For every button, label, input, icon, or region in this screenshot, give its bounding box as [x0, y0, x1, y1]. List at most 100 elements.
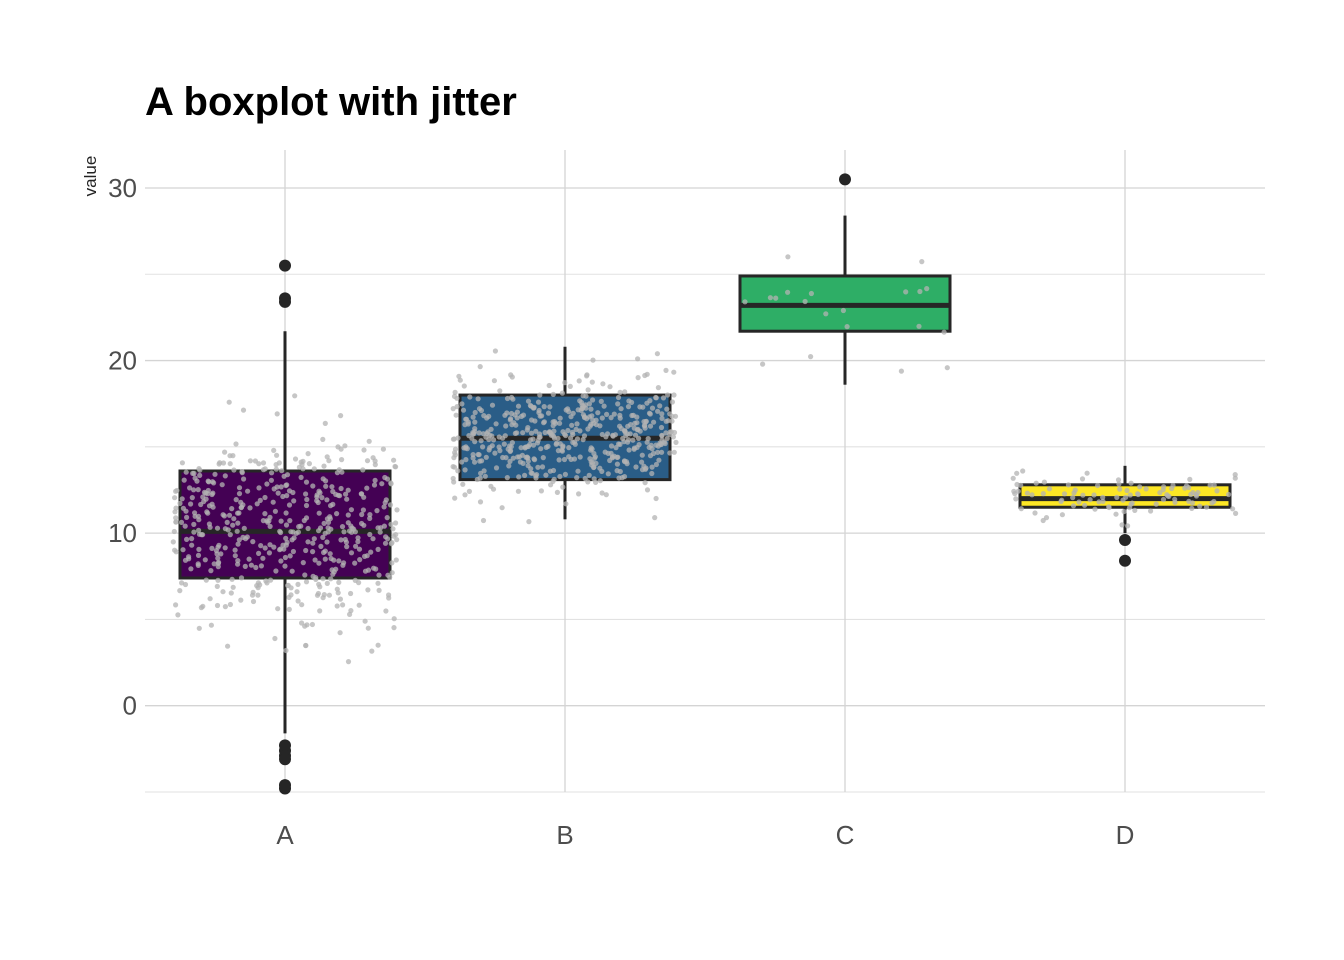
jitter-point [474, 476, 480, 483]
jitter-point [222, 473, 228, 479]
jitter-point [214, 583, 220, 590]
chart-title: A boxplot with jitter [145, 80, 517, 124]
jitter-point [298, 474, 304, 480]
jitter-point [532, 457, 538, 463]
jitter-point [392, 463, 398, 470]
jitter-point [264, 580, 270, 586]
jitter-point [327, 551, 333, 557]
jitter-point [563, 501, 569, 507]
jitter-point [253, 564, 259, 571]
jitter-point [470, 452, 476, 458]
jitter-point [276, 460, 282, 466]
jitter-point [617, 412, 623, 418]
jitter-point [525, 398, 532, 404]
box-A [178, 331, 392, 734]
jitter-point [391, 616, 397, 622]
jitter-point [321, 463, 327, 469]
jitter-point [516, 474, 522, 480]
jitter-point [1226, 491, 1232, 498]
jitter-point [221, 513, 227, 519]
jitter-point [659, 449, 665, 455]
jitter-point [209, 545, 215, 552]
jitter-point [642, 422, 648, 428]
jitter-point [365, 625, 371, 631]
jitter-point [760, 361, 766, 367]
jitter-point [1041, 479, 1047, 485]
jitter-point [576, 491, 582, 497]
jitter-point [222, 545, 228, 551]
jitter-point [559, 390, 566, 396]
jitter-point [1020, 468, 1026, 474]
jitter-point [484, 415, 490, 421]
jitter-point [570, 431, 576, 438]
jitter-point [585, 387, 591, 393]
jitter-point [266, 550, 272, 556]
jitter-point [1160, 496, 1167, 503]
jitter-point [179, 460, 185, 466]
jitter-point [574, 436, 581, 442]
jitter-point [260, 460, 267, 466]
jitter-point [282, 554, 288, 561]
jitter-point [483, 454, 489, 460]
x-tick-label: B [556, 820, 573, 850]
jitter-point [236, 537, 242, 543]
jitter-point [286, 606, 292, 613]
jitter-point [671, 449, 677, 455]
jitter-point [270, 499, 276, 505]
jitter-point [274, 452, 280, 458]
jitter-point [219, 482, 225, 488]
jitter-point [283, 542, 289, 548]
jitter-point [391, 625, 397, 631]
jitter-point [586, 472, 592, 478]
jitter-point [214, 525, 221, 531]
outlier-point [279, 782, 291, 795]
jitter-point [324, 580, 330, 587]
jitter-point [560, 443, 566, 449]
jitter-point [245, 488, 251, 494]
jitter-point [551, 428, 557, 434]
jitter-point [1211, 498, 1217, 505]
jitter-point [233, 497, 239, 503]
jitter-point [287, 553, 293, 559]
jitter-point [508, 444, 514, 450]
jitter-point [375, 642, 381, 648]
jitter-point [1119, 522, 1125, 528]
jitter-point [220, 460, 227, 466]
jitter-point [186, 554, 192, 560]
jitter-point [382, 540, 389, 546]
jitter-point [624, 461, 630, 467]
jitter-point [218, 551, 224, 557]
jitter-point [1046, 486, 1053, 492]
jitter-point [286, 488, 293, 494]
jitter-point [248, 562, 254, 568]
jitter-point [614, 461, 621, 467]
jitter-point [368, 549, 374, 555]
jitter-point [550, 478, 556, 484]
jitter-point [608, 450, 614, 456]
jitter-point [629, 399, 635, 405]
jitter-point [372, 458, 378, 464]
jitter-point [480, 517, 487, 524]
jitter-point [200, 603, 206, 609]
jitter-point [493, 465, 500, 471]
jitter-point [573, 426, 579, 432]
jitter-point [207, 524, 213, 530]
jitter-point [575, 468, 581, 474]
jitter-point [568, 414, 574, 420]
jitter-point [560, 484, 566, 490]
jitter-point [371, 482, 378, 488]
jitter-point [322, 556, 328, 562]
jitter-point [633, 464, 639, 470]
jitter-point [649, 464, 655, 470]
outlier-point [279, 259, 291, 272]
jitter-point [267, 523, 273, 530]
jitter-point [620, 435, 626, 442]
jitter-point [508, 416, 514, 422]
jitter-point [528, 470, 534, 476]
jitter-point [195, 552, 202, 559]
jitter-point [171, 528, 177, 535]
jitter-point [635, 375, 641, 381]
jitter-point [574, 421, 580, 427]
jitter-point [664, 435, 670, 442]
jitter-point [1230, 506, 1236, 512]
